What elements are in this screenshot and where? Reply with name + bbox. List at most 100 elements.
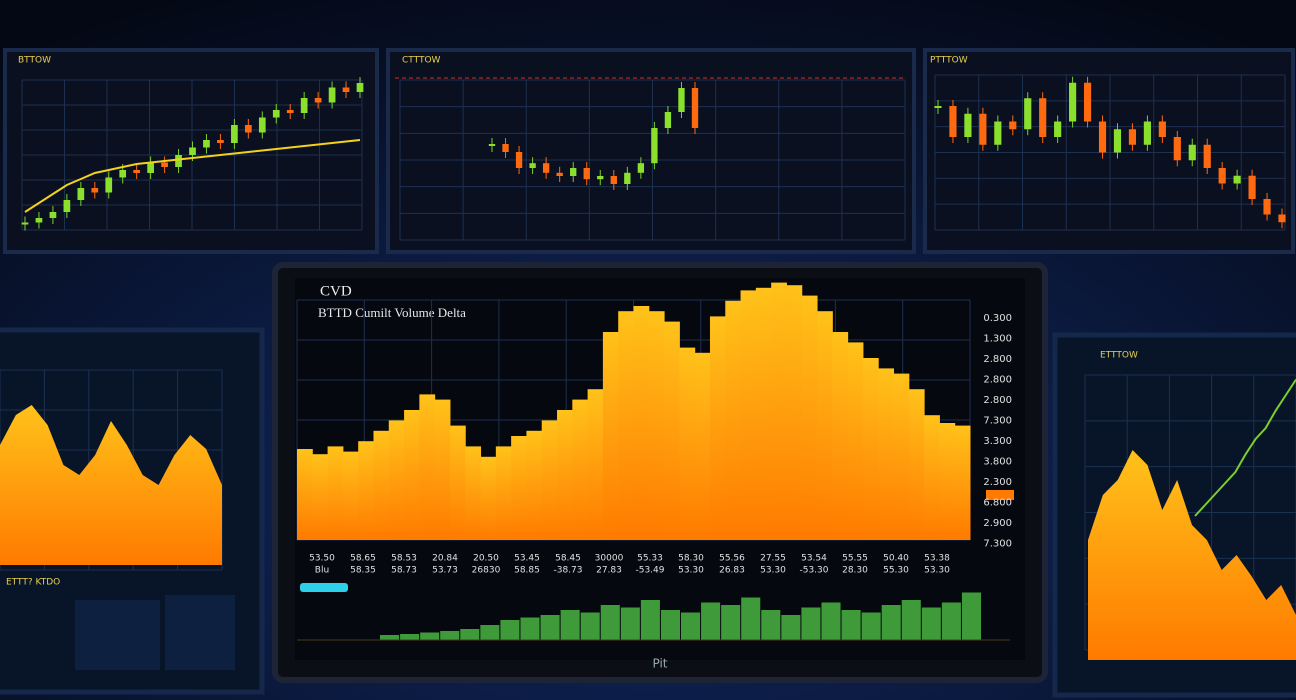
volume-bar — [640, 600, 660, 640]
candle — [91, 188, 99, 193]
candle — [1098, 121, 1107, 153]
cvd-bar — [572, 399, 589, 540]
volume-bar — [741, 597, 761, 640]
cvd-bar — [449, 425, 466, 540]
cvd-bar — [342, 451, 359, 540]
candle — [161, 162, 168, 167]
candle — [1143, 121, 1151, 145]
candle — [964, 113, 972, 137]
candle — [1009, 121, 1017, 130]
x-label: -53.30 — [799, 566, 828, 576]
cvd-bar — [786, 285, 803, 540]
cvd-bar — [924, 415, 940, 540]
volume-bar — [480, 625, 500, 640]
x-label: 20.84 — [432, 554, 458, 564]
cvd-bar — [847, 342, 864, 540]
candle — [1054, 121, 1062, 137]
area — [1088, 450, 1296, 660]
candle — [231, 125, 238, 143]
x-label: Blu — [315, 566, 329, 576]
x-label: 55.30 — [883, 566, 909, 576]
x-label: 26830 — [472, 566, 501, 576]
cvd-bar — [648, 311, 665, 540]
x-label: -38.73 — [553, 566, 582, 576]
candle — [356, 83, 364, 92]
candle — [934, 106, 942, 108]
volume-bar — [961, 592, 981, 640]
x-label: 20.50 — [473, 554, 499, 564]
monitor — [923, 48, 1295, 254]
x-label: 58.85 — [514, 566, 540, 576]
cvd-bar — [664, 321, 680, 540]
volume-bar — [701, 602, 721, 640]
candle — [678, 88, 685, 112]
cvd-bar — [939, 423, 956, 540]
cvd-bar — [526, 430, 543, 540]
x-label: 55.33 — [637, 554, 663, 564]
candle — [597, 176, 604, 180]
volume-bar — [681, 612, 701, 640]
cvd-bar — [725, 300, 742, 540]
candle — [583, 168, 590, 180]
axis-label: 6.800 — [983, 498, 1012, 509]
cvd-bar — [388, 420, 405, 540]
candle — [1128, 129, 1137, 145]
x-label: 53.30 — [924, 566, 950, 576]
candle — [77, 188, 85, 200]
chart-title: CVD — [320, 283, 352, 299]
axis-label: 7.300 — [983, 416, 1012, 427]
candle — [1203, 144, 1211, 168]
volume-bar — [600, 605, 620, 640]
x-label: 55.56 — [719, 554, 745, 564]
volume-bar — [801, 607, 821, 640]
cvd-bar — [893, 373, 910, 540]
candle — [300, 98, 308, 113]
volume-bar — [400, 634, 420, 640]
candle — [488, 144, 496, 146]
cvd-bar — [419, 394, 436, 540]
moving-average — [24, 139, 361, 213]
volume-bar — [500, 620, 520, 640]
axis-label: 2.800 — [983, 395, 1012, 406]
panel-title: ETTT? KTDO — [6, 578, 60, 588]
volume-bar — [761, 610, 781, 640]
candle — [1248, 175, 1256, 199]
volume-bar — [520, 617, 540, 640]
brand: Pit — [652, 657, 667, 671]
volume-bar — [440, 631, 460, 640]
candle — [119, 170, 127, 178]
candle — [272, 110, 280, 118]
candle — [1083, 82, 1092, 122]
axis-label: 3.800 — [983, 457, 1012, 468]
candle — [570, 168, 577, 176]
axis-label: 1.300 — [983, 334, 1012, 345]
candle — [314, 98, 322, 103]
x-label: 53.38 — [924, 554, 950, 564]
axis-label: 2.300 — [983, 477, 1012, 488]
candle — [217, 140, 224, 143]
candle — [147, 162, 154, 173]
volume-bar — [901, 600, 921, 640]
axis-label: 2.800 — [983, 375, 1012, 386]
cvd-bar — [358, 441, 374, 540]
volume-bar — [781, 615, 801, 640]
candle — [994, 121, 1002, 145]
cvd-bar — [587, 389, 604, 540]
cvd-bar — [297, 449, 313, 540]
axis-label: 2.800 — [983, 354, 1012, 365]
x-label: 55.55 — [842, 554, 868, 564]
candle — [35, 218, 43, 223]
candle — [542, 163, 550, 173]
volume-bar — [881, 605, 901, 640]
candle — [105, 177, 113, 193]
cvd-bar — [434, 399, 451, 540]
cvd-bar — [465, 446, 482, 540]
candle — [691, 88, 699, 128]
x-label: 28.30 — [842, 566, 868, 576]
x-label: 58.73 — [391, 566, 417, 576]
candle — [529, 163, 536, 168]
axis-label: 7.300 — [983, 539, 1012, 550]
x-label: 30000 — [595, 554, 624, 564]
price-tag — [986, 490, 1014, 500]
cvd-bar — [694, 352, 711, 540]
